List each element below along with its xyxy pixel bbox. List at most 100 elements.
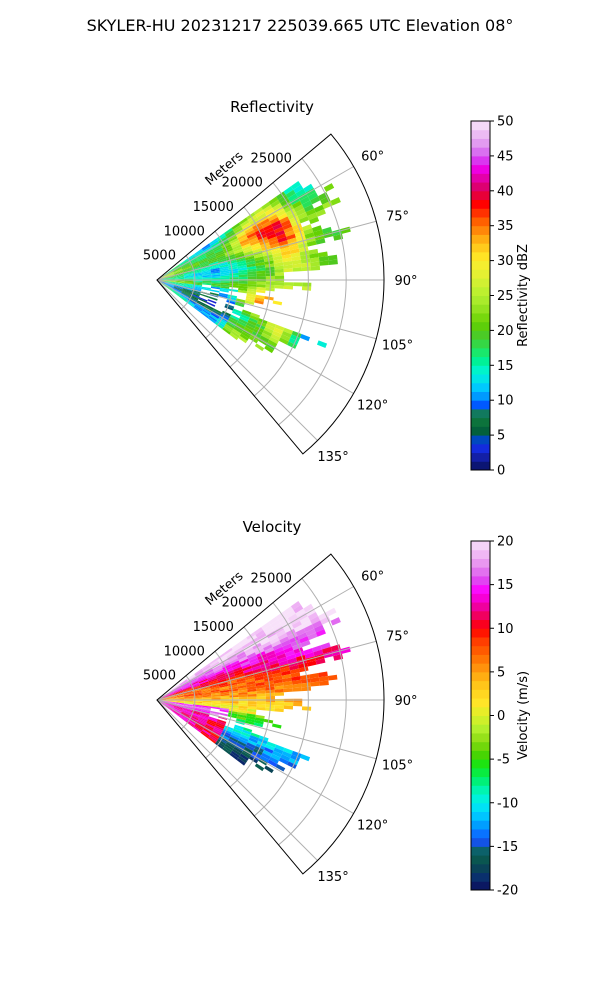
radar-gate [207,719,217,724]
radar-gate [193,278,203,280]
radar-gate [253,627,264,635]
panel-title: Reflectivity [230,98,314,116]
colorbar-segment [471,593,490,603]
radar-gate [247,706,257,710]
radar-gate [273,682,284,687]
radar-gate [309,257,320,263]
radar-gate [236,758,246,766]
radar-gate [259,335,270,343]
radar-gate [259,755,270,763]
radar-gate [191,710,201,715]
radar-gate [193,726,202,733]
radar-gate [223,325,233,333]
radar-gate [297,242,308,249]
colorbar-segment [471,654,490,664]
radar-gate [210,661,220,668]
radar-gate [307,632,318,641]
radar-gate [198,257,208,263]
radar-gate [227,680,237,685]
radar-gate [261,332,271,340]
radar-gate [307,212,318,221]
radar-gate [165,693,175,697]
radar-gate [292,683,302,689]
radar-gate [165,694,175,698]
radar-gate [198,678,208,684]
radar-gate [174,705,183,710]
radar-gate [173,690,183,694]
radar-gate [181,710,191,716]
radar-gate [165,703,174,708]
radar-gate [247,281,257,285]
radar-gate [205,724,214,730]
radar-gate [266,653,277,660]
radar-gate [166,278,176,280]
radar-gate [180,292,190,298]
radar-gate [310,261,320,267]
radar-gate [282,677,292,683]
radar-gate [289,664,299,671]
colorbar-tick-label: -10 [497,796,518,811]
radar-gate [233,326,243,334]
radar-gate [240,660,250,667]
radar-gate [274,646,284,654]
radar-gate [201,243,211,250]
radar-gate [179,259,188,266]
radar-gate [275,763,286,772]
radar-gate [275,278,285,283]
radar-gate [247,693,257,697]
radar-gate [276,233,287,240]
radar-gate [247,273,257,277]
radar-gate [254,343,265,352]
radar-gate [291,330,302,338]
radar-gate [225,322,235,329]
colorbar-segment [471,243,490,253]
azimuth-tick-label: 105° [382,758,413,773]
radar-gate [231,732,241,739]
radar-gate [215,723,225,729]
radar-gate [242,309,252,315]
radar-gate [182,266,192,271]
radar-gate [186,253,195,260]
radar-gate [181,684,191,690]
radar-gate [201,707,211,711]
radar-gate [175,700,185,702]
colorbar-segment [471,881,490,891]
radar-gate [201,691,211,694]
colorbar-segment [471,356,490,366]
radar-gate [216,255,226,260]
radar-gate [216,720,226,726]
radar-gate [243,668,253,674]
radar-gate [245,718,255,723]
radar-gate [268,633,278,642]
radar-gate [211,694,221,697]
radar-gate [192,272,202,275]
radar-gate [175,281,185,283]
radar-gate [241,331,251,339]
radar-gate [192,705,202,708]
radar-gate [217,678,227,684]
radar-gate [290,334,301,342]
radar-gate [223,668,234,674]
radar-gate [247,688,257,693]
radar-gate [287,632,298,640]
radar-gate [210,289,220,293]
azimuth-tick-label: 75° [386,630,409,645]
radar-gate [223,647,233,655]
radar-gate [184,702,194,705]
radar-gate [292,263,302,269]
radar-gate [173,268,182,273]
radar-gate [273,747,284,755]
radar-gate [223,248,234,254]
radar-gate [246,232,257,239]
radar-gate [300,674,310,680]
radial-tick-label: 25000 [251,151,292,166]
colorbar-segment [471,689,490,699]
radar-gate [172,266,182,272]
radar-gate [253,253,264,259]
radar-gate [290,252,301,258]
radar-gate [165,697,175,699]
radar-gate [190,292,200,298]
colorbar-segment [471,225,490,235]
radar-gate [202,700,212,703]
radar-gate [315,238,326,245]
